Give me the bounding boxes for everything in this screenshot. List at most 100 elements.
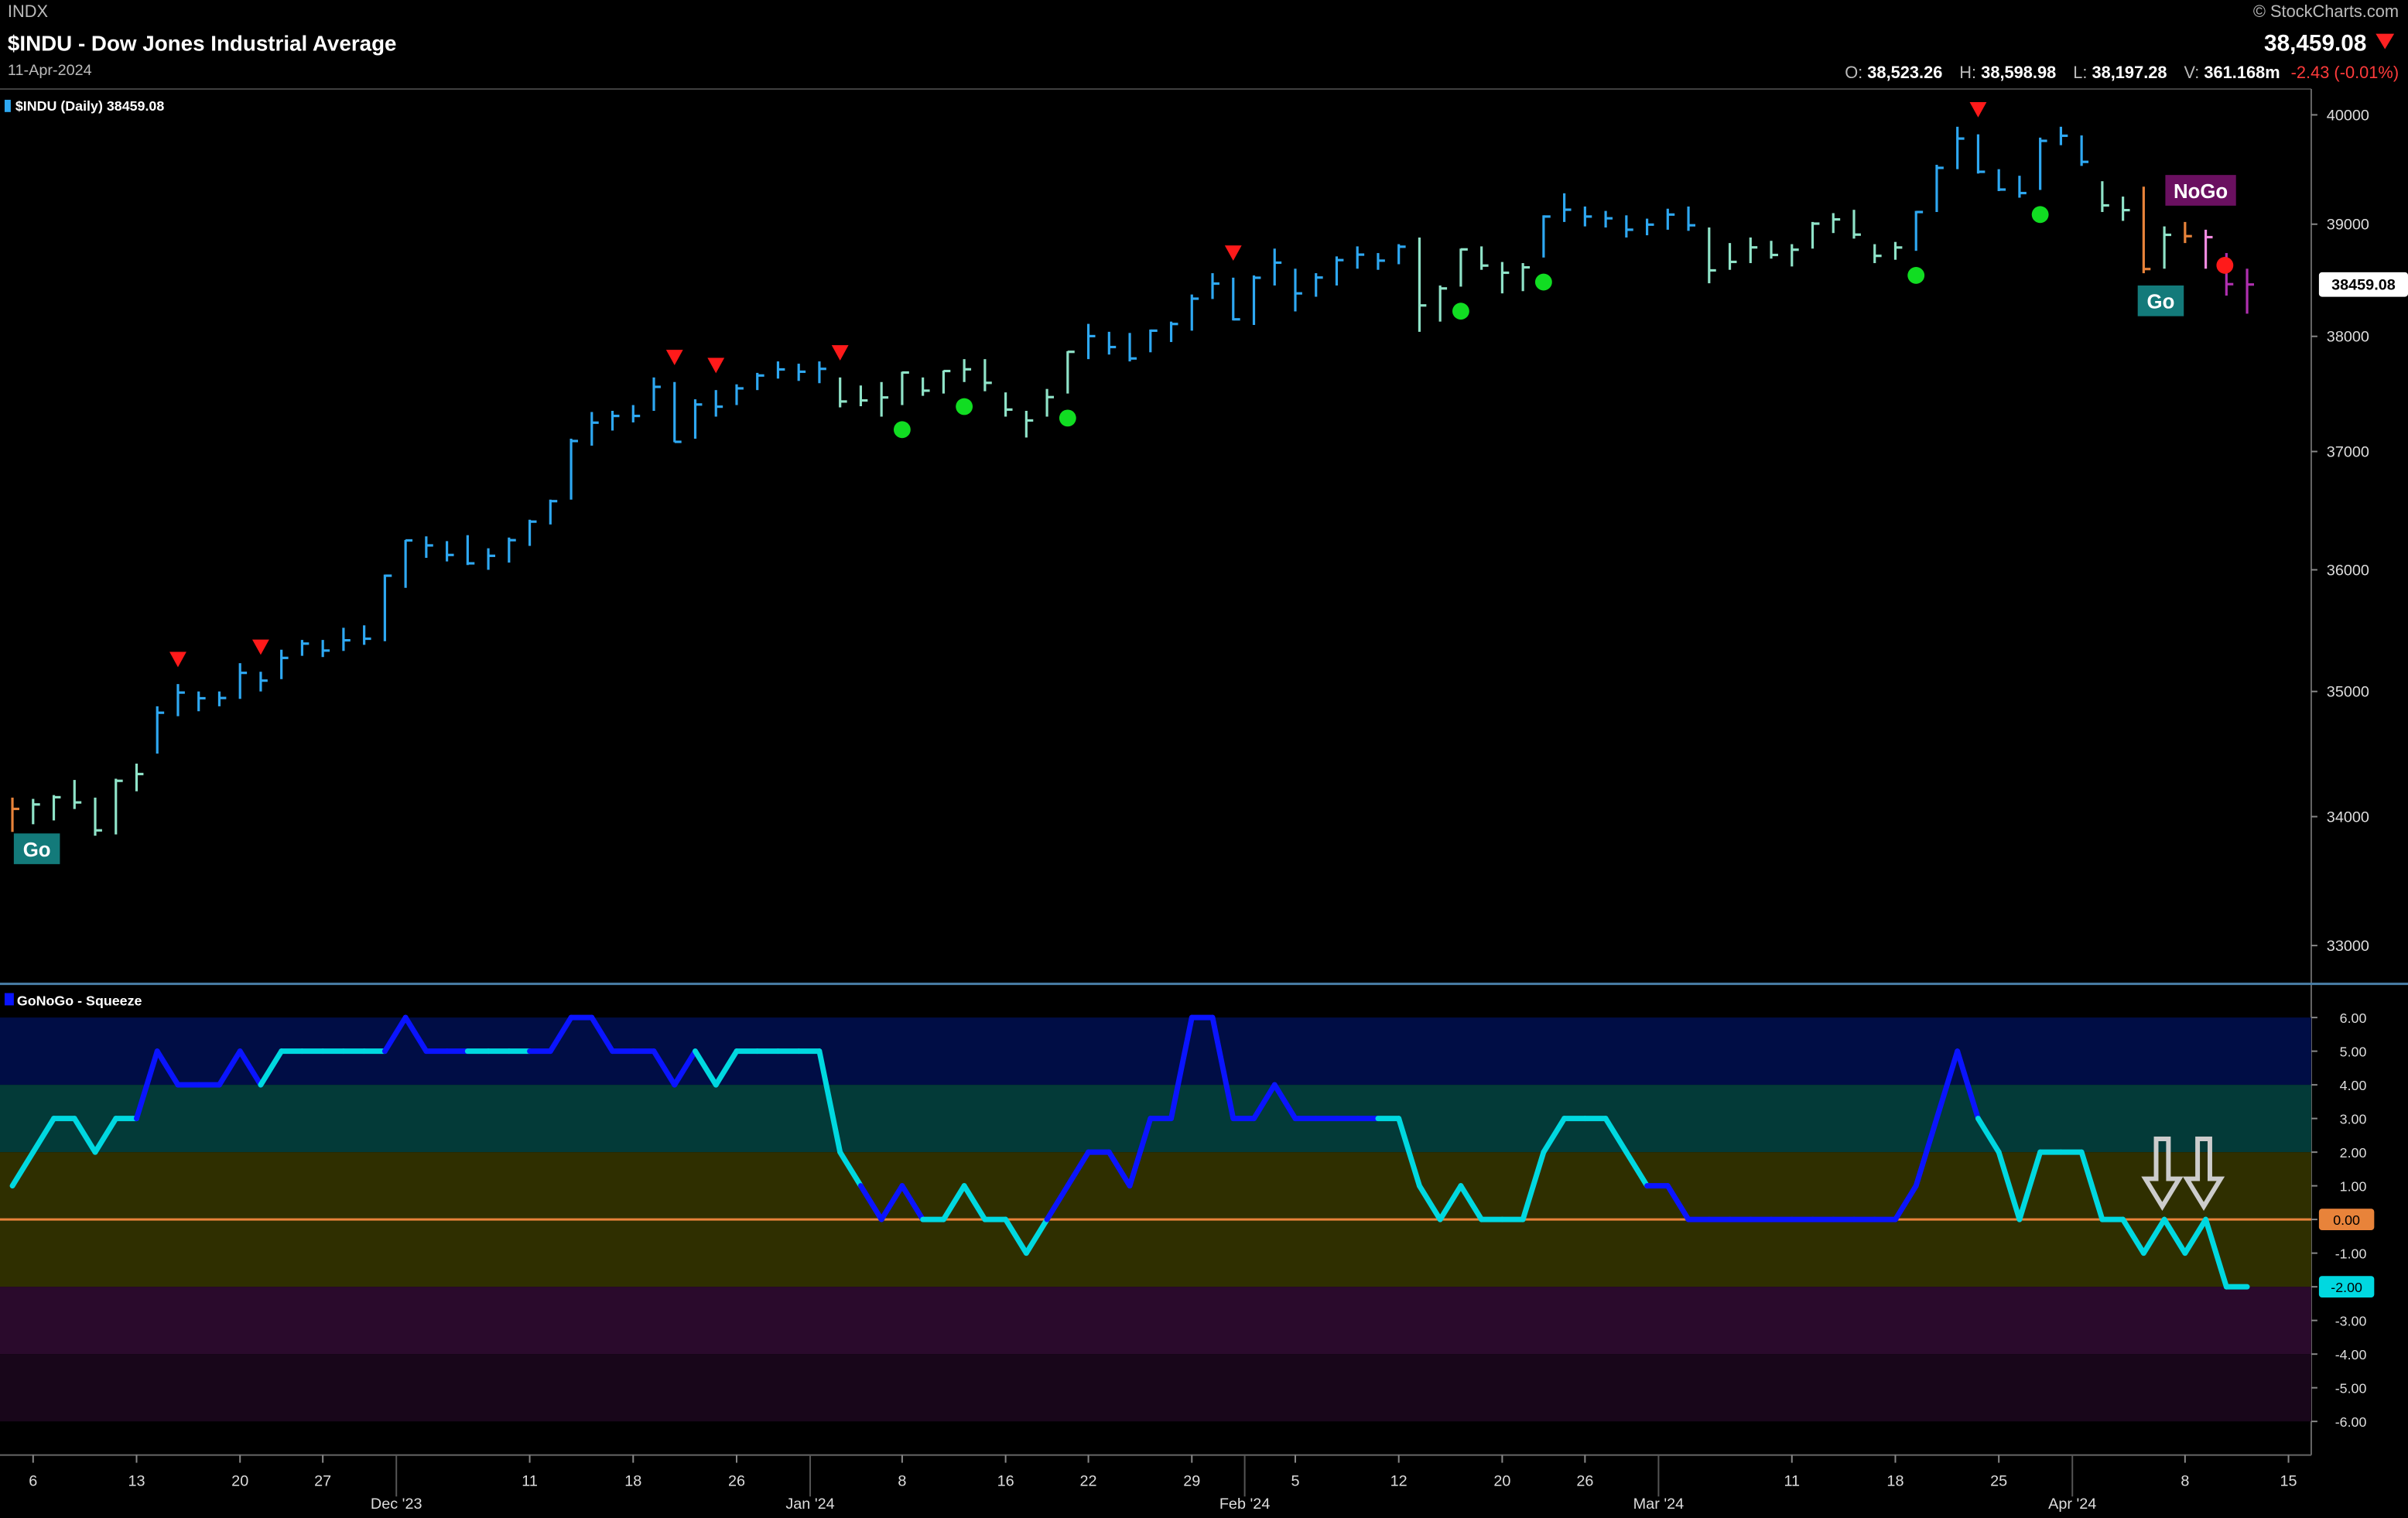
annotation-box <box>13 833 60 864</box>
month-tick-label: Mar '24 <box>1633 1496 1685 1513</box>
annotation-box <box>2137 285 2184 316</box>
oscillator-segment <box>940 1183 967 1222</box>
y-tick-label: 1.00 <box>2340 1179 2367 1195</box>
oscillator-band <box>0 1287 2311 1355</box>
legend-box <box>4 94 177 117</box>
oscillator-segment <box>1623 1149 1650 1189</box>
oscillator-segment <box>589 1014 616 1055</box>
oscillator-segment <box>899 1183 926 1222</box>
countertrend-triangle <box>252 639 269 655</box>
countertrend-triangle <box>707 357 725 374</box>
x-tick-label: 11 <box>522 1472 538 1489</box>
oscillator-segment <box>1127 1116 1154 1189</box>
oscillator-segment <box>1251 1082 1278 1122</box>
oscillator-segment <box>2203 1216 2229 1290</box>
go-dot <box>1059 409 1076 427</box>
oscillator-segment <box>816 1048 843 1155</box>
arrow <box>2141 1137 2184 1211</box>
countertrend-triangle <box>1224 245 1242 262</box>
oscillator-segment <box>1023 1216 1050 1256</box>
oscillator-segment <box>878 1183 905 1222</box>
oscillator-segment <box>2078 1149 2105 1222</box>
legend-swatch <box>4 99 11 112</box>
zero-label-box <box>2318 1209 2375 1231</box>
oscillator-segment <box>1913 1116 1940 1189</box>
y-tick-label: 4.00 <box>2340 1078 2367 1093</box>
month-tick-label: Dec '23 <box>371 1496 422 1513</box>
oscillator-segment <box>857 1183 884 1222</box>
oscillator-segment <box>1602 1116 1630 1155</box>
y-tick-label: -4.00 <box>2335 1347 2367 1362</box>
go-dot <box>1534 273 1552 291</box>
month-tick-label: Jan '24 <box>785 1496 834 1513</box>
oscillator-segment <box>216 1048 243 1088</box>
y-tick-label: -5.00 <box>2335 1381 2367 1397</box>
last-price-label: 38459.08 <box>2331 277 2396 294</box>
open-value: 38,523.26 <box>1867 63 1942 82</box>
legend: $INDU (Daily) 38459.08 <box>15 98 165 114</box>
oscillator-segment <box>547 1014 574 1055</box>
oscillator-segment <box>1044 1183 1071 1222</box>
x-tick-label: 8 <box>898 1472 906 1489</box>
oscillator-segment <box>9 1149 36 1189</box>
high-value: 38,598.98 <box>1981 63 2056 82</box>
oscillator-segment <box>1271 1082 1298 1122</box>
y-tick-label: 33000 <box>2327 938 2369 955</box>
oscillator-segment <box>381 1014 409 1055</box>
oscillator-segment <box>30 1116 56 1155</box>
countertrend-triangle <box>665 350 683 365</box>
y-tick-label: 40000 <box>2327 107 2369 124</box>
oscillator-segment <box>1416 1183 1443 1222</box>
oscillator-segment <box>837 1149 864 1189</box>
countertrend-triangle <box>169 651 186 668</box>
title: $INDU - Dow Jones Industrial Average <box>8 31 397 55</box>
oscillator-segment <box>1396 1116 1422 1189</box>
nogo-dot <box>2216 257 2234 274</box>
oscillator-segment <box>1541 1116 1568 1155</box>
go-dot <box>956 398 973 415</box>
oscillator-segment <box>961 1183 988 1222</box>
volume-value: 361.168m <box>2204 63 2280 82</box>
oscillator-segment <box>1437 1183 1464 1222</box>
copyright: © StockCharts.com <box>2253 2 2399 21</box>
low-value: 38,197.28 <box>2092 63 2167 82</box>
oscillator-segment <box>1003 1216 1029 1256</box>
low-label: L: <box>2073 63 2087 82</box>
osc-title: GoNoGo - Squeeze <box>17 993 142 1008</box>
oscillator-segment <box>402 1014 429 1055</box>
open-label: O: <box>1845 63 1862 82</box>
countertrend-triangle <box>831 345 849 361</box>
osc-legend-swatch <box>4 993 14 1006</box>
last-price: 38,459.08 <box>2264 30 2366 56</box>
x-tick-label: 20 <box>231 1472 248 1489</box>
y-tick-label: 2.00 <box>2340 1145 2367 1161</box>
x-tick-label: 22 <box>1080 1472 1097 1489</box>
x-tick-label: 8 <box>2181 1472 2189 1489</box>
ohlc-row: O: 38,523.26 H: 38,598.98 L: 38,197.28 V… <box>1845 63 2399 82</box>
annotation: NoGo <box>2174 181 2228 203</box>
oscillator-segment <box>92 1116 119 1155</box>
arrow <box>2182 1137 2225 1211</box>
oscillator-segment <box>651 1048 678 1088</box>
x-tick-label: 5 <box>1291 1472 1299 1489</box>
x-tick-label: 25 <box>1990 1472 2007 1489</box>
oscillator-segment <box>237 1048 264 1088</box>
oscillator-segment <box>1892 1183 1919 1222</box>
oscillator-segment <box>1106 1149 1133 1189</box>
y-tick-label: 5.00 <box>2340 1044 2367 1060</box>
x-tick-label: 18 <box>1886 1472 1903 1489</box>
squeeze-arrows <box>2141 1137 2225 1211</box>
oscillator-segment <box>2140 1216 2167 1256</box>
oscillator-band <box>0 1354 2311 1422</box>
x-tick-label: 16 <box>997 1472 1014 1489</box>
y-tick-label: 3.00 <box>2340 1112 2367 1127</box>
exchange: INDX <box>8 2 49 21</box>
y-tick-label: 36000 <box>2327 562 2369 579</box>
x-tick-label: 6 <box>29 1472 37 1489</box>
down-indicator <box>2376 33 2395 50</box>
oscillator-segment <box>1996 1149 2023 1222</box>
last-value-label: -2.00 <box>2331 1280 2362 1295</box>
date: 11-Apr-2024 <box>8 62 92 79</box>
y-tick-label: 37000 <box>2327 444 2369 461</box>
